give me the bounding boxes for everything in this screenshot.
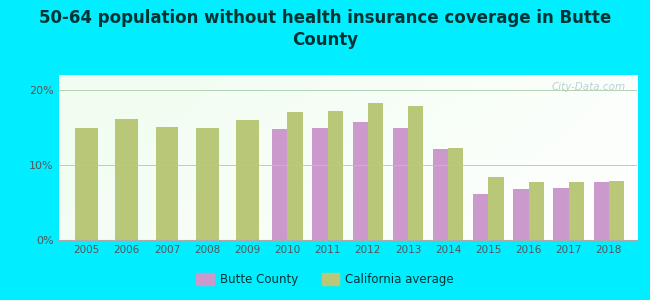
- Bar: [155, 127, 178, 240]
- Bar: [328, 111, 343, 240]
- Bar: [433, 148, 448, 240]
- Bar: [313, 128, 328, 240]
- Bar: [368, 103, 383, 240]
- Bar: [593, 182, 609, 240]
- Bar: [287, 112, 303, 240]
- Bar: [75, 128, 98, 240]
- Bar: [115, 118, 138, 240]
- Bar: [352, 122, 368, 240]
- Bar: [473, 194, 488, 240]
- Bar: [408, 106, 423, 240]
- Text: 50-64 population without health insurance coverage in Butte
County: 50-64 population without health insuranc…: [39, 9, 611, 49]
- Bar: [609, 181, 624, 240]
- Bar: [488, 177, 504, 240]
- Bar: [448, 148, 463, 240]
- Bar: [569, 182, 584, 240]
- Bar: [528, 182, 544, 240]
- Bar: [196, 128, 218, 240]
- Legend: Butte County, California average: Butte County, California average: [191, 268, 459, 291]
- Bar: [393, 128, 408, 240]
- Bar: [553, 188, 569, 240]
- Text: City-Data.com: City-Data.com: [551, 82, 625, 92]
- Bar: [272, 129, 287, 240]
- Bar: [236, 120, 259, 240]
- Bar: [514, 189, 528, 240]
